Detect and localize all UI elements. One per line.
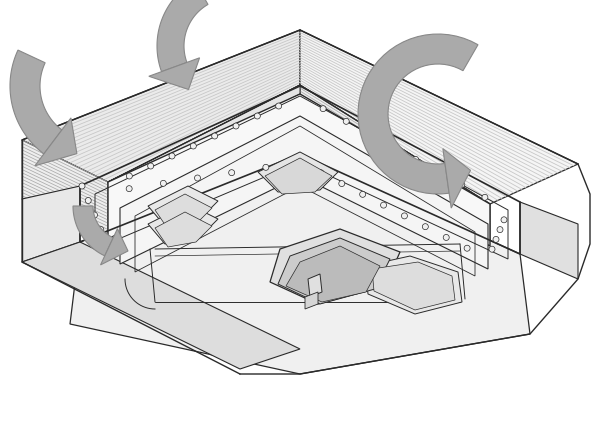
Circle shape [212, 133, 218, 139]
Polygon shape [148, 186, 218, 226]
Circle shape [493, 237, 499, 243]
Circle shape [148, 163, 154, 169]
Circle shape [194, 175, 200, 181]
Polygon shape [108, 94, 490, 246]
Circle shape [126, 186, 132, 192]
Polygon shape [300, 30, 578, 204]
Polygon shape [300, 85, 490, 246]
Circle shape [160, 181, 166, 186]
Circle shape [339, 181, 345, 187]
Circle shape [233, 123, 239, 129]
Circle shape [389, 144, 395, 150]
Circle shape [229, 170, 235, 176]
Circle shape [482, 194, 488, 201]
Polygon shape [265, 158, 332, 194]
Circle shape [401, 213, 407, 219]
Circle shape [436, 169, 442, 175]
Circle shape [275, 103, 281, 109]
Polygon shape [148, 204, 218, 244]
Polygon shape [22, 30, 300, 182]
Polygon shape [365, 256, 462, 314]
Circle shape [254, 113, 260, 119]
Circle shape [263, 164, 269, 170]
Polygon shape [155, 194, 212, 229]
Polygon shape [157, 0, 208, 72]
Polygon shape [278, 238, 390, 304]
Circle shape [497, 227, 503, 233]
Polygon shape [305, 292, 318, 309]
Polygon shape [73, 206, 113, 256]
Polygon shape [443, 149, 470, 208]
Circle shape [320, 105, 326, 112]
Polygon shape [155, 212, 212, 247]
Polygon shape [101, 229, 128, 265]
Circle shape [169, 153, 175, 159]
Circle shape [85, 197, 91, 204]
Polygon shape [149, 58, 200, 89]
Circle shape [501, 217, 507, 223]
Circle shape [413, 156, 419, 162]
Polygon shape [70, 154, 530, 374]
Polygon shape [258, 152, 338, 192]
Circle shape [91, 212, 97, 218]
Circle shape [459, 182, 465, 187]
Circle shape [127, 173, 133, 179]
Polygon shape [286, 246, 380, 302]
Polygon shape [108, 85, 300, 190]
Polygon shape [35, 118, 77, 166]
Circle shape [359, 191, 365, 197]
Polygon shape [520, 202, 578, 279]
Circle shape [104, 241, 110, 247]
Polygon shape [372, 262, 455, 310]
Polygon shape [22, 242, 300, 369]
Circle shape [79, 183, 85, 189]
Circle shape [380, 202, 386, 208]
Circle shape [98, 227, 104, 233]
Circle shape [318, 170, 324, 176]
Circle shape [190, 143, 196, 149]
Polygon shape [120, 116, 488, 269]
Polygon shape [22, 186, 80, 262]
Polygon shape [10, 50, 62, 154]
Circle shape [343, 118, 349, 124]
Polygon shape [308, 274, 322, 297]
Polygon shape [270, 229, 400, 304]
Circle shape [489, 246, 495, 252]
Polygon shape [22, 140, 108, 239]
Circle shape [367, 131, 373, 137]
Polygon shape [358, 34, 478, 194]
Circle shape [422, 224, 428, 230]
Circle shape [464, 245, 470, 251]
Circle shape [443, 234, 449, 240]
